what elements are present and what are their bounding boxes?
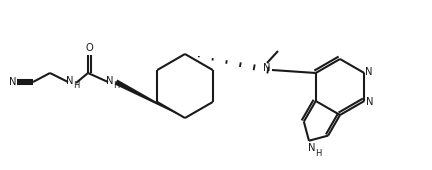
Text: N: N (308, 143, 316, 153)
Text: N: N (366, 97, 374, 107)
Text: O: O (85, 43, 93, 53)
Text: N: N (365, 67, 373, 77)
Text: H: H (113, 81, 119, 90)
Text: N: N (263, 63, 271, 73)
Text: N: N (9, 77, 17, 87)
Text: N: N (66, 76, 74, 86)
Text: H: H (315, 149, 321, 158)
Text: N: N (106, 76, 114, 86)
Text: H: H (73, 81, 79, 90)
Polygon shape (115, 80, 185, 118)
